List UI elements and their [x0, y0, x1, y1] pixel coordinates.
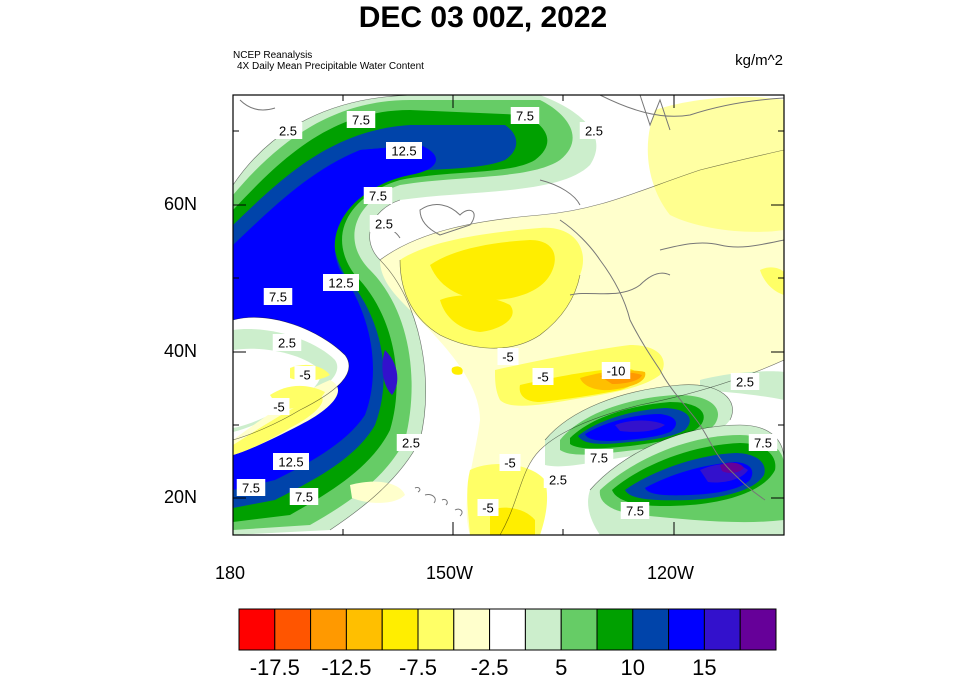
contour-label: 7.5 — [346, 111, 376, 128]
svg-text:-5: -5 — [502, 350, 514, 365]
colorbar-swatch — [417, 608, 455, 651]
svg-text:7.5: 7.5 — [269, 290, 287, 305]
svg-text:2.5: 2.5 — [549, 473, 567, 488]
svg-text:-5: -5 — [504, 456, 516, 471]
lon-tick-180: 180 — [215, 563, 246, 583]
svg-text:12.5: 12.5 — [328, 276, 353, 291]
colorbar-swatch — [703, 608, 741, 651]
lat-tick-40n: 40N — [164, 341, 198, 361]
contour-label: -5 — [294, 366, 316, 383]
svg-text:2.5: 2.5 — [402, 436, 420, 451]
colorbar-label: 10 — [620, 655, 646, 680]
svg-text:2.5: 2.5 — [736, 375, 754, 390]
contour-label: 7.5 — [363, 187, 393, 204]
svg-text:7.5: 7.5 — [242, 481, 260, 496]
svg-text:2.5: 2.5 — [278, 336, 296, 351]
svg-text:7.5: 7.5 — [295, 490, 313, 505]
colorbar-swatch — [739, 608, 777, 651]
svg-text:2.5: 2.5 — [279, 124, 297, 139]
colorbar-swatch — [489, 608, 526, 651]
contour-label: 7.5 — [289, 488, 319, 505]
colorbar-label: -17.5 — [249, 655, 300, 680]
colorbar-swatch — [668, 608, 705, 651]
lon-tick-150w: 150W — [426, 563, 474, 583]
contour-label: 2.5 — [396, 434, 426, 451]
contour-fill-layer — [233, 95, 784, 535]
lat-tick-60n: 60N — [164, 194, 198, 214]
contour-label: 2.5 — [579, 122, 609, 139]
svg-text:12.5: 12.5 — [278, 455, 303, 470]
lat-tick-20n: 20N — [164, 487, 198, 507]
units-label: kg/m^2 — [735, 52, 783, 69]
svg-text:7.5: 7.5 — [626, 504, 644, 519]
colorbar-swatch — [596, 608, 634, 651]
svg-text:7.5: 7.5 — [590, 451, 608, 466]
colorbar-swatch — [632, 608, 670, 651]
contour-label: 7.5 — [584, 449, 614, 466]
colorbar-swatch — [345, 608, 383, 651]
lon-tick-120w: 120W — [647, 563, 695, 583]
contour-label: -5 — [268, 398, 290, 415]
contour-label: 2.5 — [273, 122, 303, 139]
svg-text:-5: -5 — [299, 368, 311, 383]
svg-text:7.5: 7.5 — [369, 189, 387, 204]
contour-label: 12.5 — [323, 274, 359, 291]
colorbar-swatch — [560, 608, 598, 651]
colorbar-label: 5 — [555, 655, 568, 680]
svg-text:-10: -10 — [607, 364, 626, 379]
colorbar-swatch — [453, 608, 491, 651]
contour-label: 7.5 — [620, 502, 650, 519]
colorbar — [238, 608, 777, 651]
svg-text:2.5: 2.5 — [585, 124, 603, 139]
contour-label: 7.5 — [263, 288, 293, 305]
contour-label: 2.5 — [543, 471, 573, 488]
contour-label: -5 — [532, 368, 554, 385]
contour-label: -10 — [601, 362, 631, 379]
svg-text:12.5: 12.5 — [391, 144, 416, 159]
colorbar-label: -12.5 — [321, 655, 372, 680]
axis-ticks — [232, 95, 784, 535]
colorbar-label: -7.5 — [399, 655, 437, 680]
svg-text:7.5: 7.5 — [754, 436, 772, 451]
contour-label: 12.5 — [386, 142, 422, 159]
colorbar-label: 15 — [692, 655, 717, 680]
colorbar-swatch — [238, 608, 276, 651]
svg-text:-5: -5 — [482, 501, 494, 516]
contour-label: 2.5 — [272, 334, 302, 351]
contour-label: -5 — [497, 348, 519, 365]
contour-label: 7.5 — [748, 434, 778, 451]
map-frame — [232, 94, 785, 536]
svg-text:7.5: 7.5 — [516, 109, 534, 124]
contour-labels: 2.5 7.5 7.5 12.5 2.5 7.5 2.5 12.5 7.5 2.5 -5 -5 12.5… — [236, 107, 778, 519]
variable-name: 4X Daily Mean Precipitable Water Content — [237, 61, 424, 72]
contour-label: -5 — [499, 454, 521, 471]
contour-label: 7.5 — [236, 479, 266, 496]
contour-label: 12.5 — [273, 453, 309, 470]
contour-label: 2.5 — [369, 215, 399, 232]
colorbar-swatch — [381, 608, 419, 651]
data-source-note: NCEP Reanalysis 4X Daily Mean Precipitab… — [233, 50, 424, 72]
colorbar-swatch — [274, 608, 312, 651]
colorbar-label: -2.5 — [470, 655, 509, 680]
contour-label: -5 — [477, 499, 499, 516]
map-title: DEC 03 00Z, 2022 — [358, 1, 608, 34]
source-name: NCEP Reanalysis — [233, 50, 313, 61]
contour-label: 2.5 — [730, 373, 760, 390]
contour-label: 7.5 — [510, 107, 540, 124]
svg-text:-5: -5 — [273, 400, 285, 415]
colorbar-swatch — [310, 608, 347, 651]
svg-text:7.5: 7.5 — [352, 113, 370, 128]
svg-text:-5: -5 — [537, 370, 549, 385]
colorbar-swatch — [524, 608, 562, 651]
svg-text:2.5: 2.5 — [375, 217, 393, 232]
